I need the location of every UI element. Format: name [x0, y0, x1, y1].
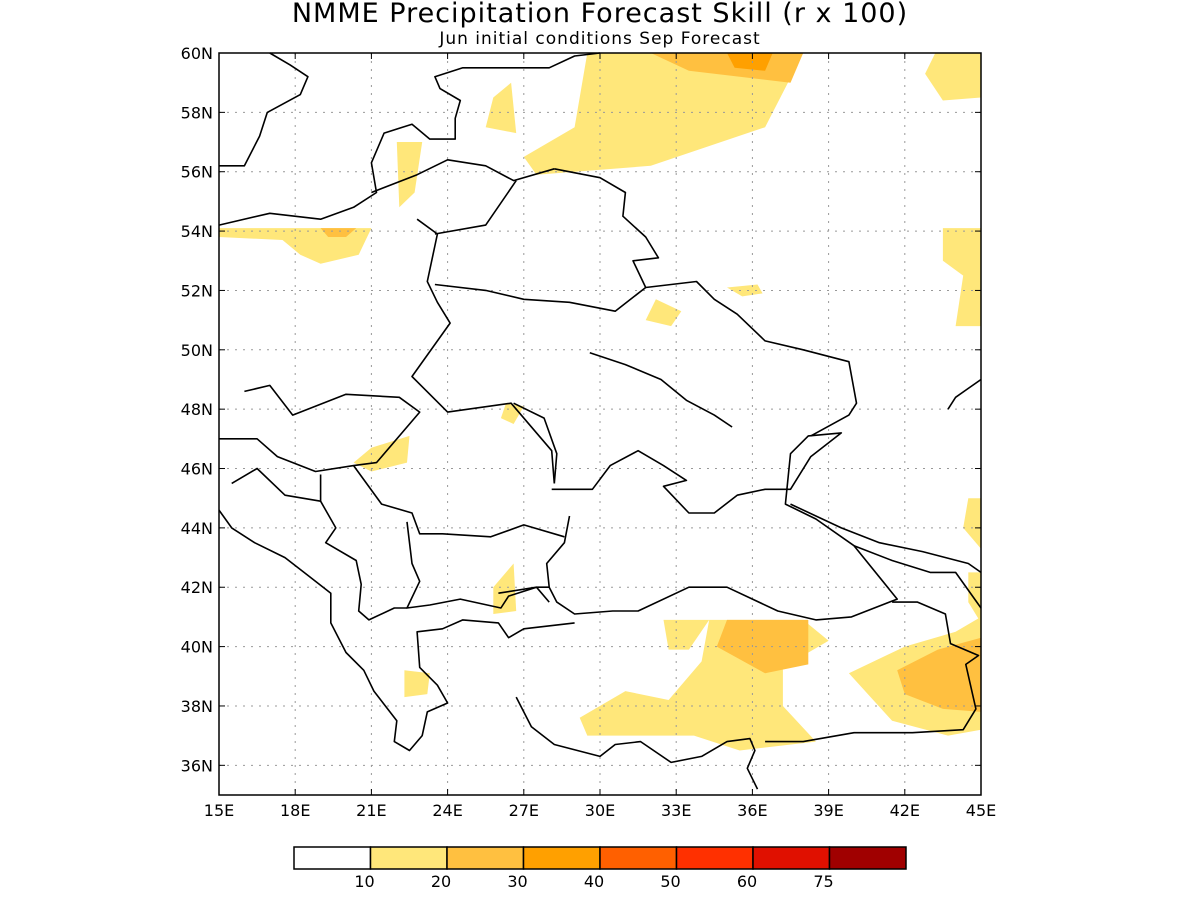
lon-tick-label: 21E: [356, 801, 386, 820]
lat-tick-label: 54N: [181, 222, 213, 241]
country-outlines: [218, 52, 982, 790]
skill-region-11: [353, 435, 410, 472]
outline-border-balkans-3: [406, 521, 550, 609]
outline-border-north-3: [411, 218, 556, 484]
skill-region-3: [727, 53, 773, 71]
legend-swatch-4: [599, 846, 678, 870]
legend-label-0: 10: [354, 872, 374, 891]
outline-sweden-coast: [219, 52, 309, 167]
legend-swatch-0: [293, 846, 372, 870]
skill-region-15: [663, 619, 710, 650]
lon-tick-label: 30E: [585, 801, 615, 820]
legend-label-3: 40: [584, 872, 604, 891]
outline-black-sea: [545, 432, 899, 621]
legend-label-2: 30: [507, 872, 527, 891]
lat-tick-label: 60N: [181, 44, 213, 63]
outline-turkey-east-border: [765, 601, 980, 743]
lat-tick-label: 52N: [181, 281, 213, 300]
outline-border-russia-belarus: [554, 168, 660, 288]
skill-region-4: [925, 53, 981, 101]
outline-caucasus-2: [853, 544, 982, 609]
outline-border-balkans: [219, 384, 421, 473]
skill-region-10: [942, 228, 981, 327]
outline-turkey-south: [515, 696, 759, 790]
lon-tick-label: 24E: [432, 801, 462, 820]
skill-region-17: [897, 637, 981, 712]
lat-tick-label: 50N: [181, 341, 213, 360]
outline-border-balkans-4: [319, 474, 407, 621]
lat-tick-label: 44N: [181, 519, 213, 538]
outline-adriatic-coast: [218, 509, 575, 752]
lat-tick-label: 56N: [181, 163, 213, 182]
skill-region-8: [645, 299, 682, 327]
lat-tick-label: 40N: [181, 638, 213, 657]
chart-title: NMME Precipitation Forecast Skill (r x 1…: [291, 0, 909, 29]
legend-swatch-5: [675, 846, 754, 870]
outline-border-north-1: [371, 159, 555, 194]
lon-tick-label: 42E: [890, 801, 920, 820]
legend-label-4: 50: [660, 872, 680, 891]
legend-label-5: 60: [737, 872, 757, 891]
legend-swatch-2: [446, 846, 525, 870]
legend-swatch-6: [752, 846, 831, 870]
outline-turkey-border: [498, 586, 550, 603]
lon-tick-label: 36E: [737, 801, 767, 820]
lat-tick-label: 38N: [181, 697, 213, 716]
color-legend: 10 20 30 40 50 60 75: [293, 846, 907, 891]
skill-region-0: [523, 53, 804, 175]
outline-border-north-2: [434, 180, 517, 235]
lat-tick-label: 48N: [181, 400, 213, 419]
lat-tick-label: 36N: [181, 756, 213, 775]
outline-border-balkans-2: [352, 465, 565, 538]
legend-label-1: 20: [431, 872, 451, 891]
outline-border-balkans-5: [231, 467, 321, 502]
legend-swatch-7: [828, 846, 907, 870]
skill-region-19: [968, 572, 981, 623]
lat-tick-label: 46N: [181, 460, 213, 479]
lon-tick-label: 33E: [661, 801, 691, 820]
lon-tick-label: 45E: [966, 801, 996, 820]
axis-ticks: 15E 18E 21E 24E 27E 30E 33E 36E 39E 42E 45E 60N 58N 5…: [181, 44, 997, 820]
legend-label-6: 75: [813, 872, 833, 891]
legend-swatch-1: [369, 846, 448, 870]
outline-romania-moldova: [513, 402, 558, 484]
lat-tick-label: 58N: [181, 103, 213, 122]
skill-region-12: [493, 563, 517, 614]
skill-region-1: [485, 82, 517, 134]
skill-region-20: [404, 670, 430, 698]
chart-subtitle: Jun initial conditions Sep Forecast: [439, 29, 761, 49]
outline-dnieper: [589, 352, 733, 428]
outline-caspian-ish: [947, 378, 982, 410]
skill-region-5: [396, 142, 423, 208]
outline-baltic-coast: [218, 52, 601, 226]
lon-tick-label: 27E: [509, 801, 539, 820]
skill-region-7: [320, 228, 357, 237]
outline-caucasus: [790, 503, 982, 574]
outline-border-north-4: [434, 280, 858, 437]
skill-region-21: [500, 403, 524, 424]
skill-region-9: [727, 284, 763, 297]
lon-tick-label: 39E: [813, 801, 843, 820]
lat-tick-label: 42N: [181, 578, 213, 597]
lon-tick-label: 15E: [204, 801, 234, 820]
skill-region-18: [963, 498, 981, 549]
skill-region-14: [716, 619, 809, 674]
lon-tick-label: 18E: [280, 801, 310, 820]
legend-swatch-3: [522, 846, 601, 870]
